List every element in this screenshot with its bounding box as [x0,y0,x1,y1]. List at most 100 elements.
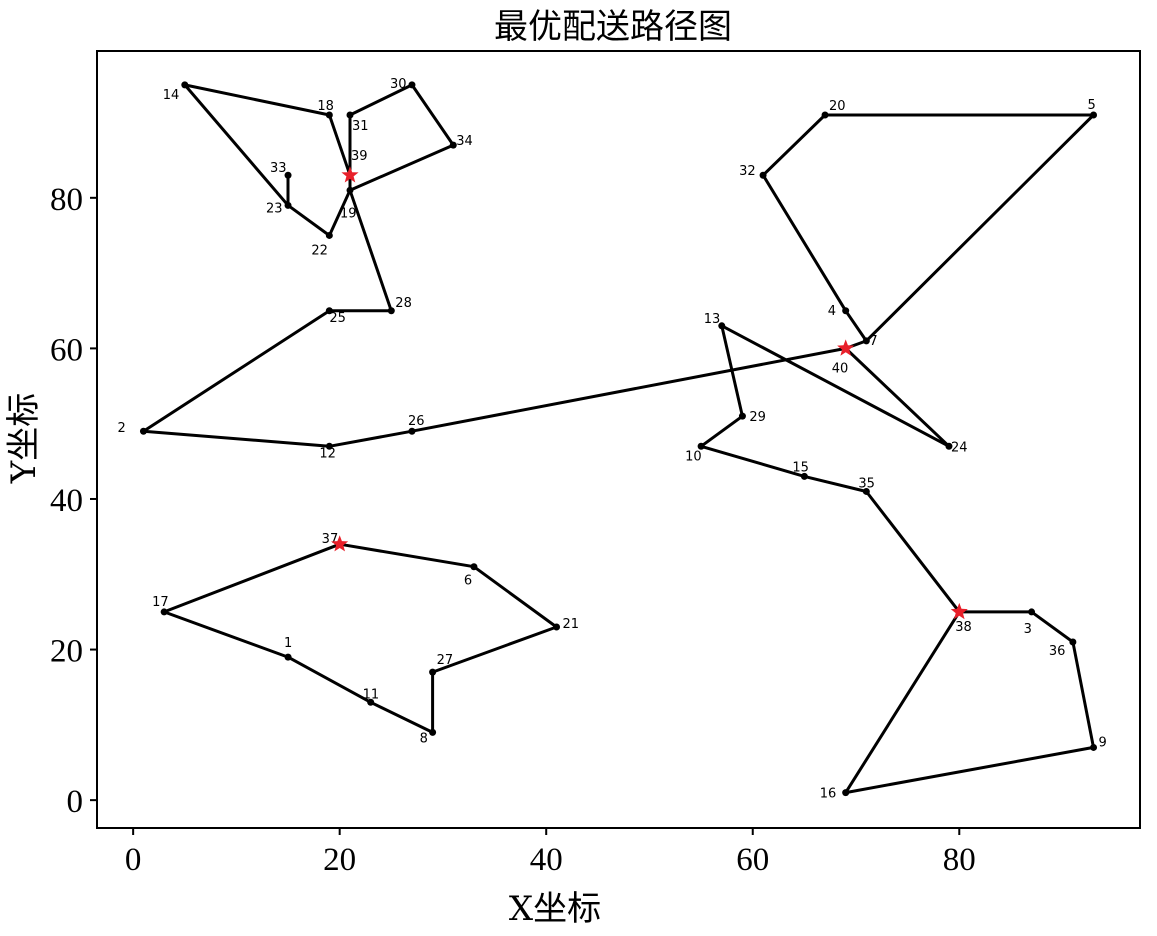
axis-ticks: 0 20 40 60 80 0 20 40 60 80 [50,182,976,878]
node-label: 35 [858,476,875,491]
node-label: 26 [408,414,425,429]
customer-node [945,442,953,450]
y-tick-label: 20 [50,634,83,670]
node-label: 22 [311,243,328,258]
customer-node [1090,111,1098,119]
route-4 [162,542,558,734]
customer-node [862,487,870,495]
node-label: 14 [163,88,180,103]
customer-node [718,322,726,330]
customer-node [160,608,168,616]
depot-star [331,535,349,552]
node-label: 23 [266,201,283,216]
y-tick-label: 80 [50,182,83,218]
customer-node [346,186,354,194]
customer-node [842,307,850,315]
node-label: 9 [1099,735,1107,750]
x-tick-label: 60 [736,842,769,878]
node-label: 39 [351,149,368,164]
node-label: 34 [456,134,473,149]
customer-node [1028,608,1036,616]
depot-markers [331,166,968,620]
node-label: 4 [828,304,836,319]
node-label: 5 [1088,98,1096,113]
x-tick-label: 0 [125,842,142,878]
node-label: 33 [270,161,287,176]
node-label: 12 [319,446,336,461]
route-3 [761,113,1095,350]
customer-node [284,201,292,209]
customer-node [181,81,189,89]
customer-node [367,698,375,706]
customer-node [738,412,746,420]
customer-node [842,789,850,797]
chart-title: 最优配送路径图 [494,7,732,47]
node-label: 27 [437,653,454,668]
node-label: 1 [284,636,292,651]
y-tick-label: 40 [50,483,83,519]
customer-node [325,111,333,119]
customer-node [325,307,333,315]
route-nodes [139,81,1098,797]
node-label: 20 [829,99,846,114]
node-label: 7 [869,334,877,349]
customer-node [408,81,416,89]
node-label: 32 [739,164,756,179]
depot-star [950,602,968,620]
y-tick-label: 0 [67,784,84,820]
node-label: 3 [1024,622,1032,637]
y-tick-label: 60 [50,332,83,368]
customer-node [862,337,870,345]
node-label: 10 [685,449,702,464]
node-label: 11 [363,687,380,702]
route-1 [142,83,1095,795]
customer-node [429,668,437,676]
node-label: 8 [420,731,428,746]
route-lines [142,83,1095,795]
customer-node [697,442,705,450]
customer-node [1069,638,1077,646]
node-label: 24 [951,440,968,455]
node-label: 28 [395,296,412,311]
x-axis-label: X坐标 [509,889,601,929]
node-label: 29 [749,410,766,425]
x-tick-label: 80 [943,842,976,878]
customer-node [139,427,147,435]
node-label: 36 [1049,644,1066,659]
customer-node [449,141,457,149]
customer-node [821,111,829,119]
customer-node [346,111,354,119]
node-label: 40 [832,361,849,376]
customer-node [387,307,395,315]
x-tick-label: 20 [323,842,356,878]
node-label: 16 [820,787,837,802]
node-label: 17 [152,595,169,610]
x-tick-label: 40 [530,842,563,878]
plot-frame [96,50,1141,829]
customer-node [325,442,333,450]
node-label: 2 [117,421,125,436]
customer-node [800,472,808,480]
y-axis-label: Y坐标 [4,393,44,484]
node-label: 21 [563,617,580,632]
node-label: 38 [955,620,972,635]
customer-node [759,171,767,179]
node-label: 18 [317,99,334,114]
customer-node [470,563,478,571]
node-label: 15 [792,460,809,475]
customer-node [553,623,561,631]
customer-node [284,653,292,661]
customer-node [408,427,416,435]
depot-star [341,166,359,183]
node-label: 30 [390,77,407,92]
node-label: 25 [329,311,346,326]
customer-node [429,728,437,736]
customer-node [1090,743,1098,751]
customer-node [325,231,333,239]
node-label: 19 [340,206,357,221]
customer-node [284,171,292,179]
depot-star [837,339,855,356]
node-label: 31 [352,119,369,134]
